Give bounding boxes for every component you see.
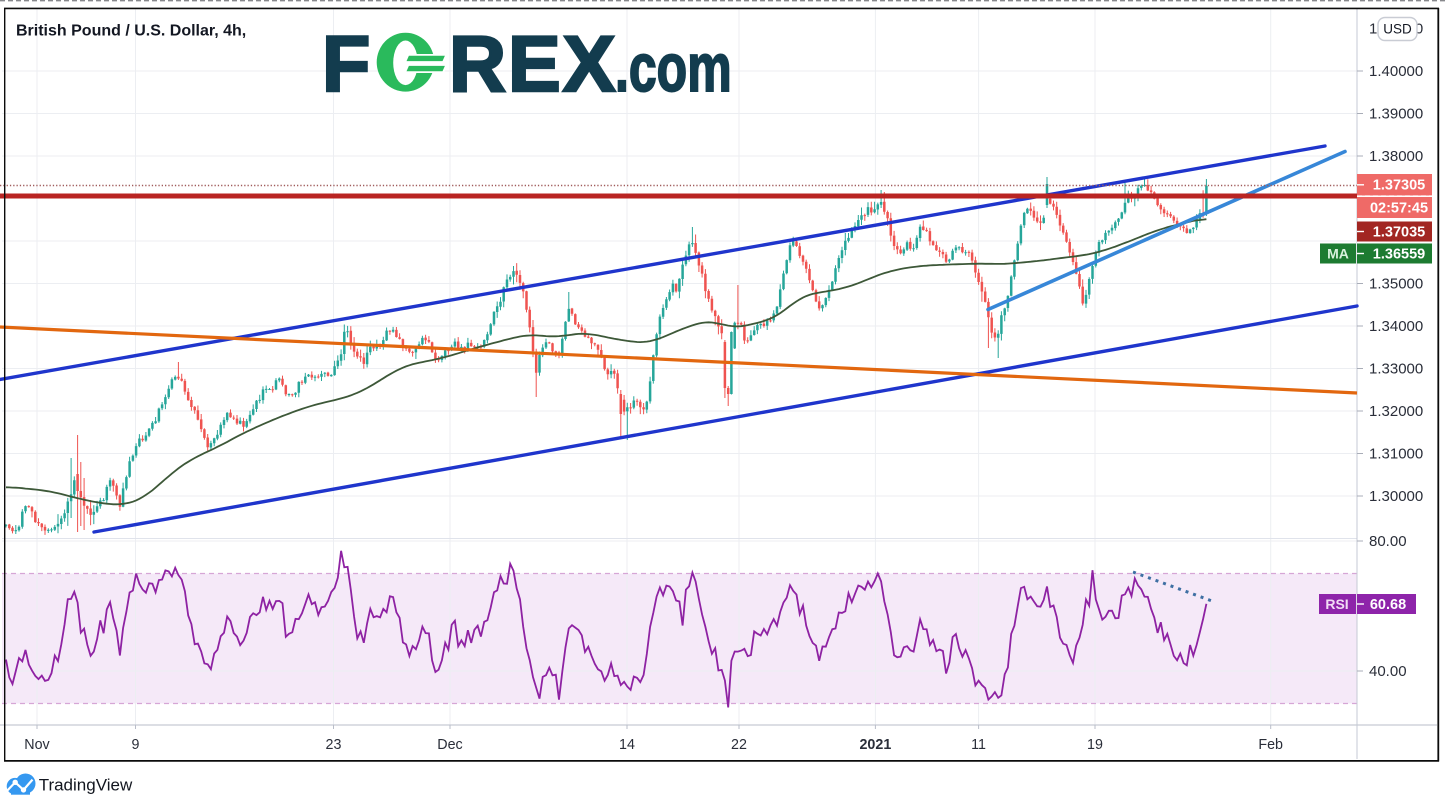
svg-text:1.39000: 1.39000 <box>1369 106 1423 123</box>
svg-text:RSI: RSI <box>1325 596 1348 612</box>
svg-text:1.31000: 1.31000 <box>1369 446 1423 463</box>
svg-text:11: 11 <box>971 737 986 753</box>
svg-text:REX: REX <box>449 19 617 108</box>
svg-text:22: 22 <box>731 737 747 753</box>
svg-text:02:57:45: 02:57:45 <box>1370 201 1428 217</box>
svg-text:Nov: Nov <box>24 737 50 753</box>
svg-text:1.40000: 1.40000 <box>1369 63 1423 80</box>
svg-text:Dec: Dec <box>437 737 462 753</box>
svg-text:1.37305: 1.37305 <box>1373 178 1425 194</box>
svg-text:9: 9 <box>132 737 140 753</box>
svg-text:USD: USD <box>1383 22 1412 37</box>
svg-text:TradingView: TradingView <box>39 776 133 795</box>
svg-text:1.33000: 1.33000 <box>1369 361 1423 378</box>
svg-text:1.35000: 1.35000 <box>1369 276 1423 293</box>
svg-text:1.37035: 1.37035 <box>1373 225 1425 241</box>
svg-text:British Pound / U.S. Dollar, 4: British Pound / U.S. Dollar, 4h, <box>16 22 246 39</box>
svg-text:1.36559: 1.36559 <box>1373 247 1425 263</box>
svg-text:Feb: Feb <box>1258 737 1283 753</box>
svg-text:60.68: 60.68 <box>1370 597 1406 613</box>
svg-text:1.38000: 1.38000 <box>1369 148 1423 165</box>
svg-text:40.00: 40.00 <box>1369 663 1407 680</box>
svg-text:F: F <box>322 19 372 108</box>
svg-text:MA: MA <box>1327 246 1349 262</box>
svg-text:1.30000: 1.30000 <box>1369 488 1423 505</box>
svg-text:19: 19 <box>1087 737 1103 753</box>
svg-text:14: 14 <box>619 737 635 753</box>
svg-text:1.34000: 1.34000 <box>1369 318 1423 335</box>
svg-text:2021: 2021 <box>859 737 891 753</box>
svg-text:23: 23 <box>326 737 342 753</box>
svg-text:.com: .com <box>615 29 732 105</box>
svg-text:1.32000: 1.32000 <box>1369 403 1423 420</box>
svg-text:80.00: 80.00 <box>1369 533 1407 550</box>
